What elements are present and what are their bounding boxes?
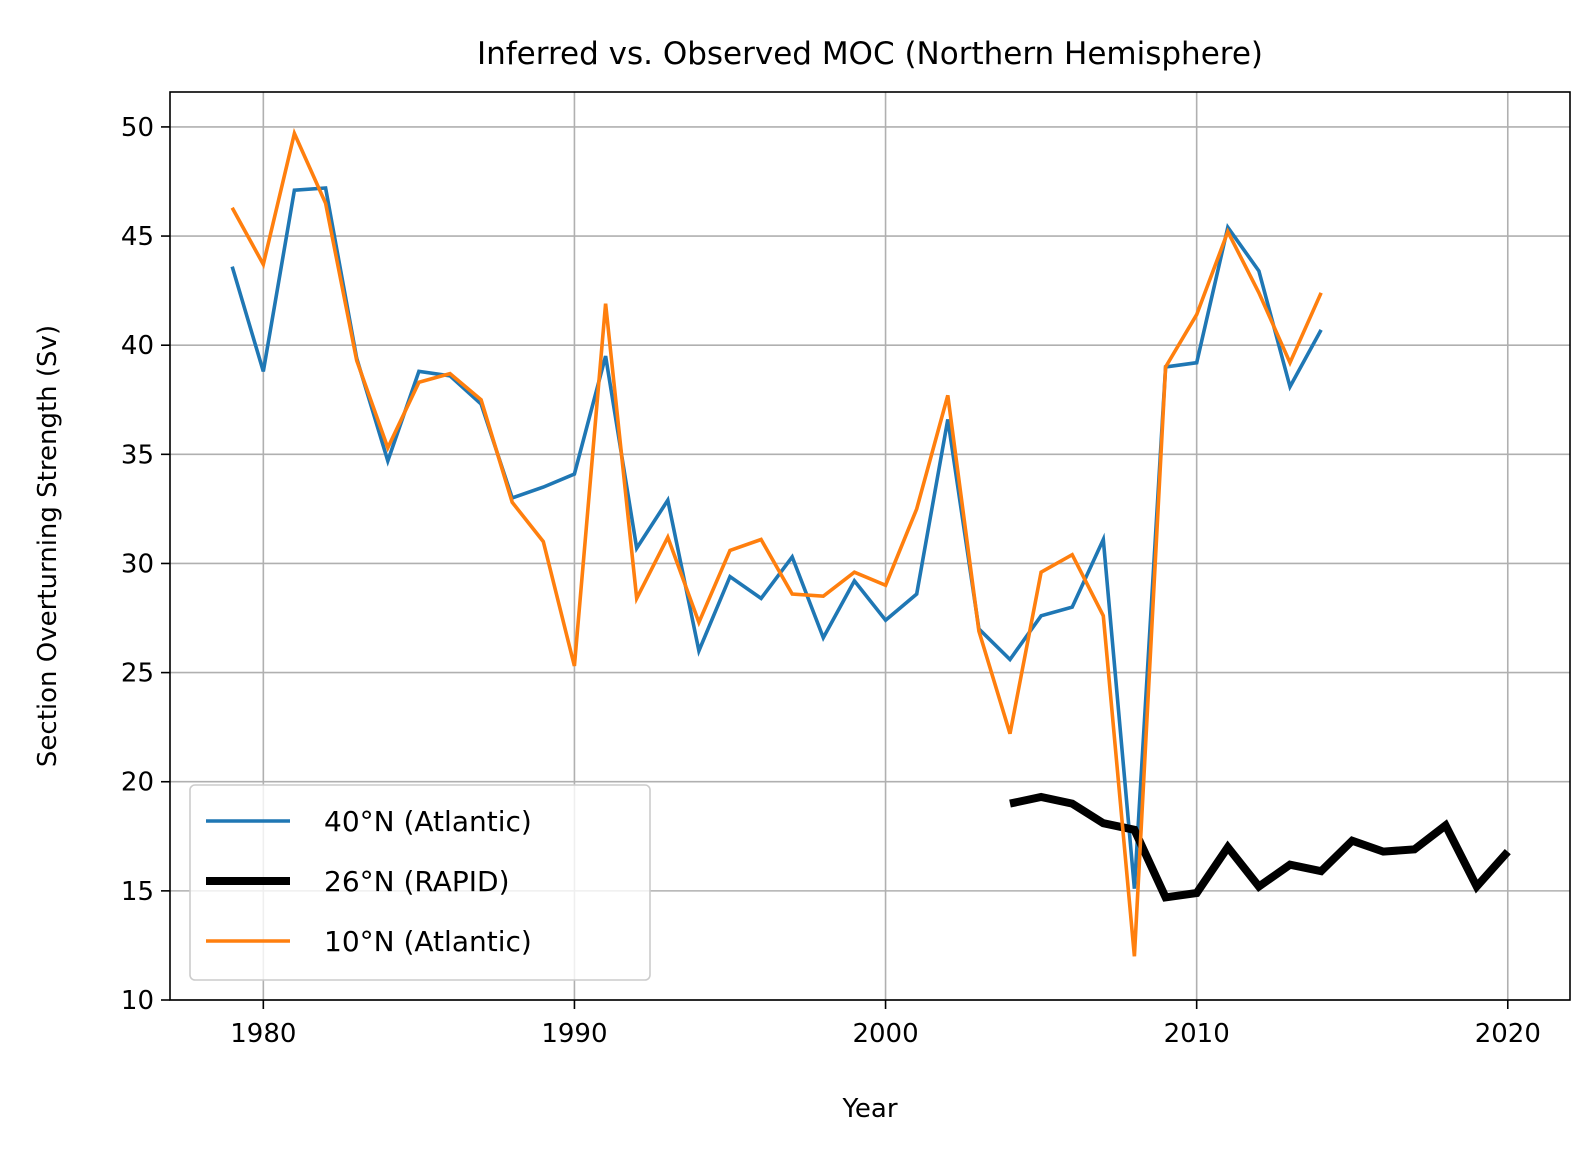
series-line-2 — [230, 127, 1323, 957]
x-axis-label: Year — [841, 1094, 897, 1124]
legend: 40°N (Atlantic) 26°N (RAPID) 10°N (Atlanti… — [189, 784, 651, 981]
y-tick-label: 35 — [121, 440, 154, 470]
plot-frame — [169, 91, 1571, 1001]
legend-label: 26°N (RAPID) — [324, 865, 510, 898]
y-tick-label: 20 — [121, 768, 154, 798]
x-tick-label: 1990 — [541, 1019, 607, 1049]
x-tick-label: 2020 — [1475, 1019, 1541, 1049]
x-tick-label: 2000 — [852, 1019, 918, 1049]
y-tick-label: 45 — [121, 222, 154, 252]
y-tick-label: 25 — [121, 659, 154, 689]
y-tick-label: 10 — [121, 986, 154, 1016]
y-tick-label: 30 — [121, 549, 154, 579]
series-line-0 — [230, 186, 1323, 889]
legend-label: 40°N (Atlantic) — [324, 805, 532, 838]
chart-title: Inferred vs. Observed MOC (Northern Hemi… — [477, 36, 1263, 72]
y-tick-label: 50 — [121, 113, 154, 143]
axis-ticks: 1980 1990 2000 2010 2020 10 15 20 25 30 35 40 45 50 — [121, 113, 1541, 1049]
y-tick-label: 40 — [121, 331, 154, 361]
y-tick-label: 15 — [121, 877, 154, 907]
y-axis-label: Section Overturning Strength (Sv) — [33, 325, 63, 767]
legend-label: 10°N (Atlantic) — [324, 925, 532, 958]
legend-box — [189, 784, 651, 981]
series-line-1 — [1009, 792, 1511, 902]
x-tick-label: 1980 — [230, 1019, 296, 1049]
x-tick-label: 2010 — [1164, 1019, 1230, 1049]
series-lines — [230, 127, 1511, 957]
